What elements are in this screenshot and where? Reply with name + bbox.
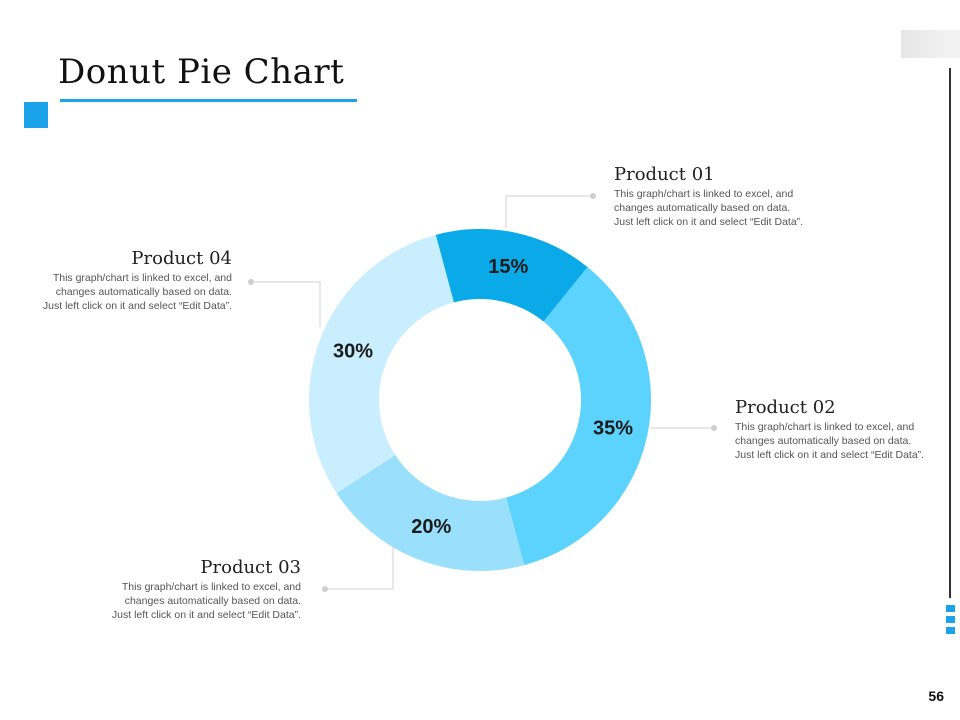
accent-square — [24, 102, 48, 128]
product-02-label: Product 02 This graph/chart is linked to… — [735, 397, 925, 462]
slice-value-label-2: 35% — [593, 417, 633, 439]
connector-product-04 — [251, 281, 321, 327]
product-02-title: Product 02 — [735, 397, 836, 418]
connector-lines — [248, 193, 717, 592]
connector-dot-product-01 — [590, 193, 596, 199]
product-02-desc: This graph/chart is linked to excel, and… — [735, 421, 925, 461]
connector-product-01 — [505, 195, 593, 228]
right-vertical-rule — [949, 68, 951, 598]
connector-dot-product-03 — [322, 586, 328, 592]
page-title: Donut Pie Chart — [58, 52, 345, 92]
slice-value-label-3: 20% — [411, 516, 451, 538]
product-01-title: Product 01 — [614, 164, 715, 185]
dot — [946, 627, 955, 634]
product-03-title: Product 03 — [200, 557, 301, 578]
product-01-label: Product 01 This graph/chart is linked to… — [614, 164, 804, 229]
slice-value-label-1: 15% — [488, 256, 528, 278]
donut-slices — [309, 229, 651, 571]
decorative-dots — [946, 605, 955, 638]
product-04-label: Product 04 This graph/chart is linked to… — [42, 248, 232, 313]
connector-dot-product-04 — [248, 279, 254, 285]
product-01-desc: This graph/chart is linked to excel, and… — [614, 188, 804, 228]
dot — [946, 605, 955, 612]
product-03-desc: This graph/chart is linked to excel, and… — [111, 581, 301, 621]
slice-value-label-4: 30% — [333, 340, 373, 362]
page-number: 56 — [928, 688, 944, 704]
connector-dot-product-02 — [711, 425, 717, 431]
dot — [946, 616, 955, 623]
donut-slice-4 — [309, 234, 454, 494]
donut-slice-2 — [506, 267, 651, 566]
top-tab-decoration — [901, 30, 960, 58]
title-underline — [60, 99, 357, 102]
donut-slice-3 — [336, 455, 525, 571]
product-04-desc: This graph/chart is linked to excel, and… — [42, 272, 232, 312]
product-03-label: Product 03 This graph/chart is linked to… — [111, 557, 301, 622]
product-04-title: Product 04 — [131, 248, 232, 269]
donut-slice-1 — [435, 229, 588, 322]
donut-slice-labels: 15% 35% 20% 30% — [333, 256, 633, 538]
connector-product-03 — [325, 545, 394, 590]
